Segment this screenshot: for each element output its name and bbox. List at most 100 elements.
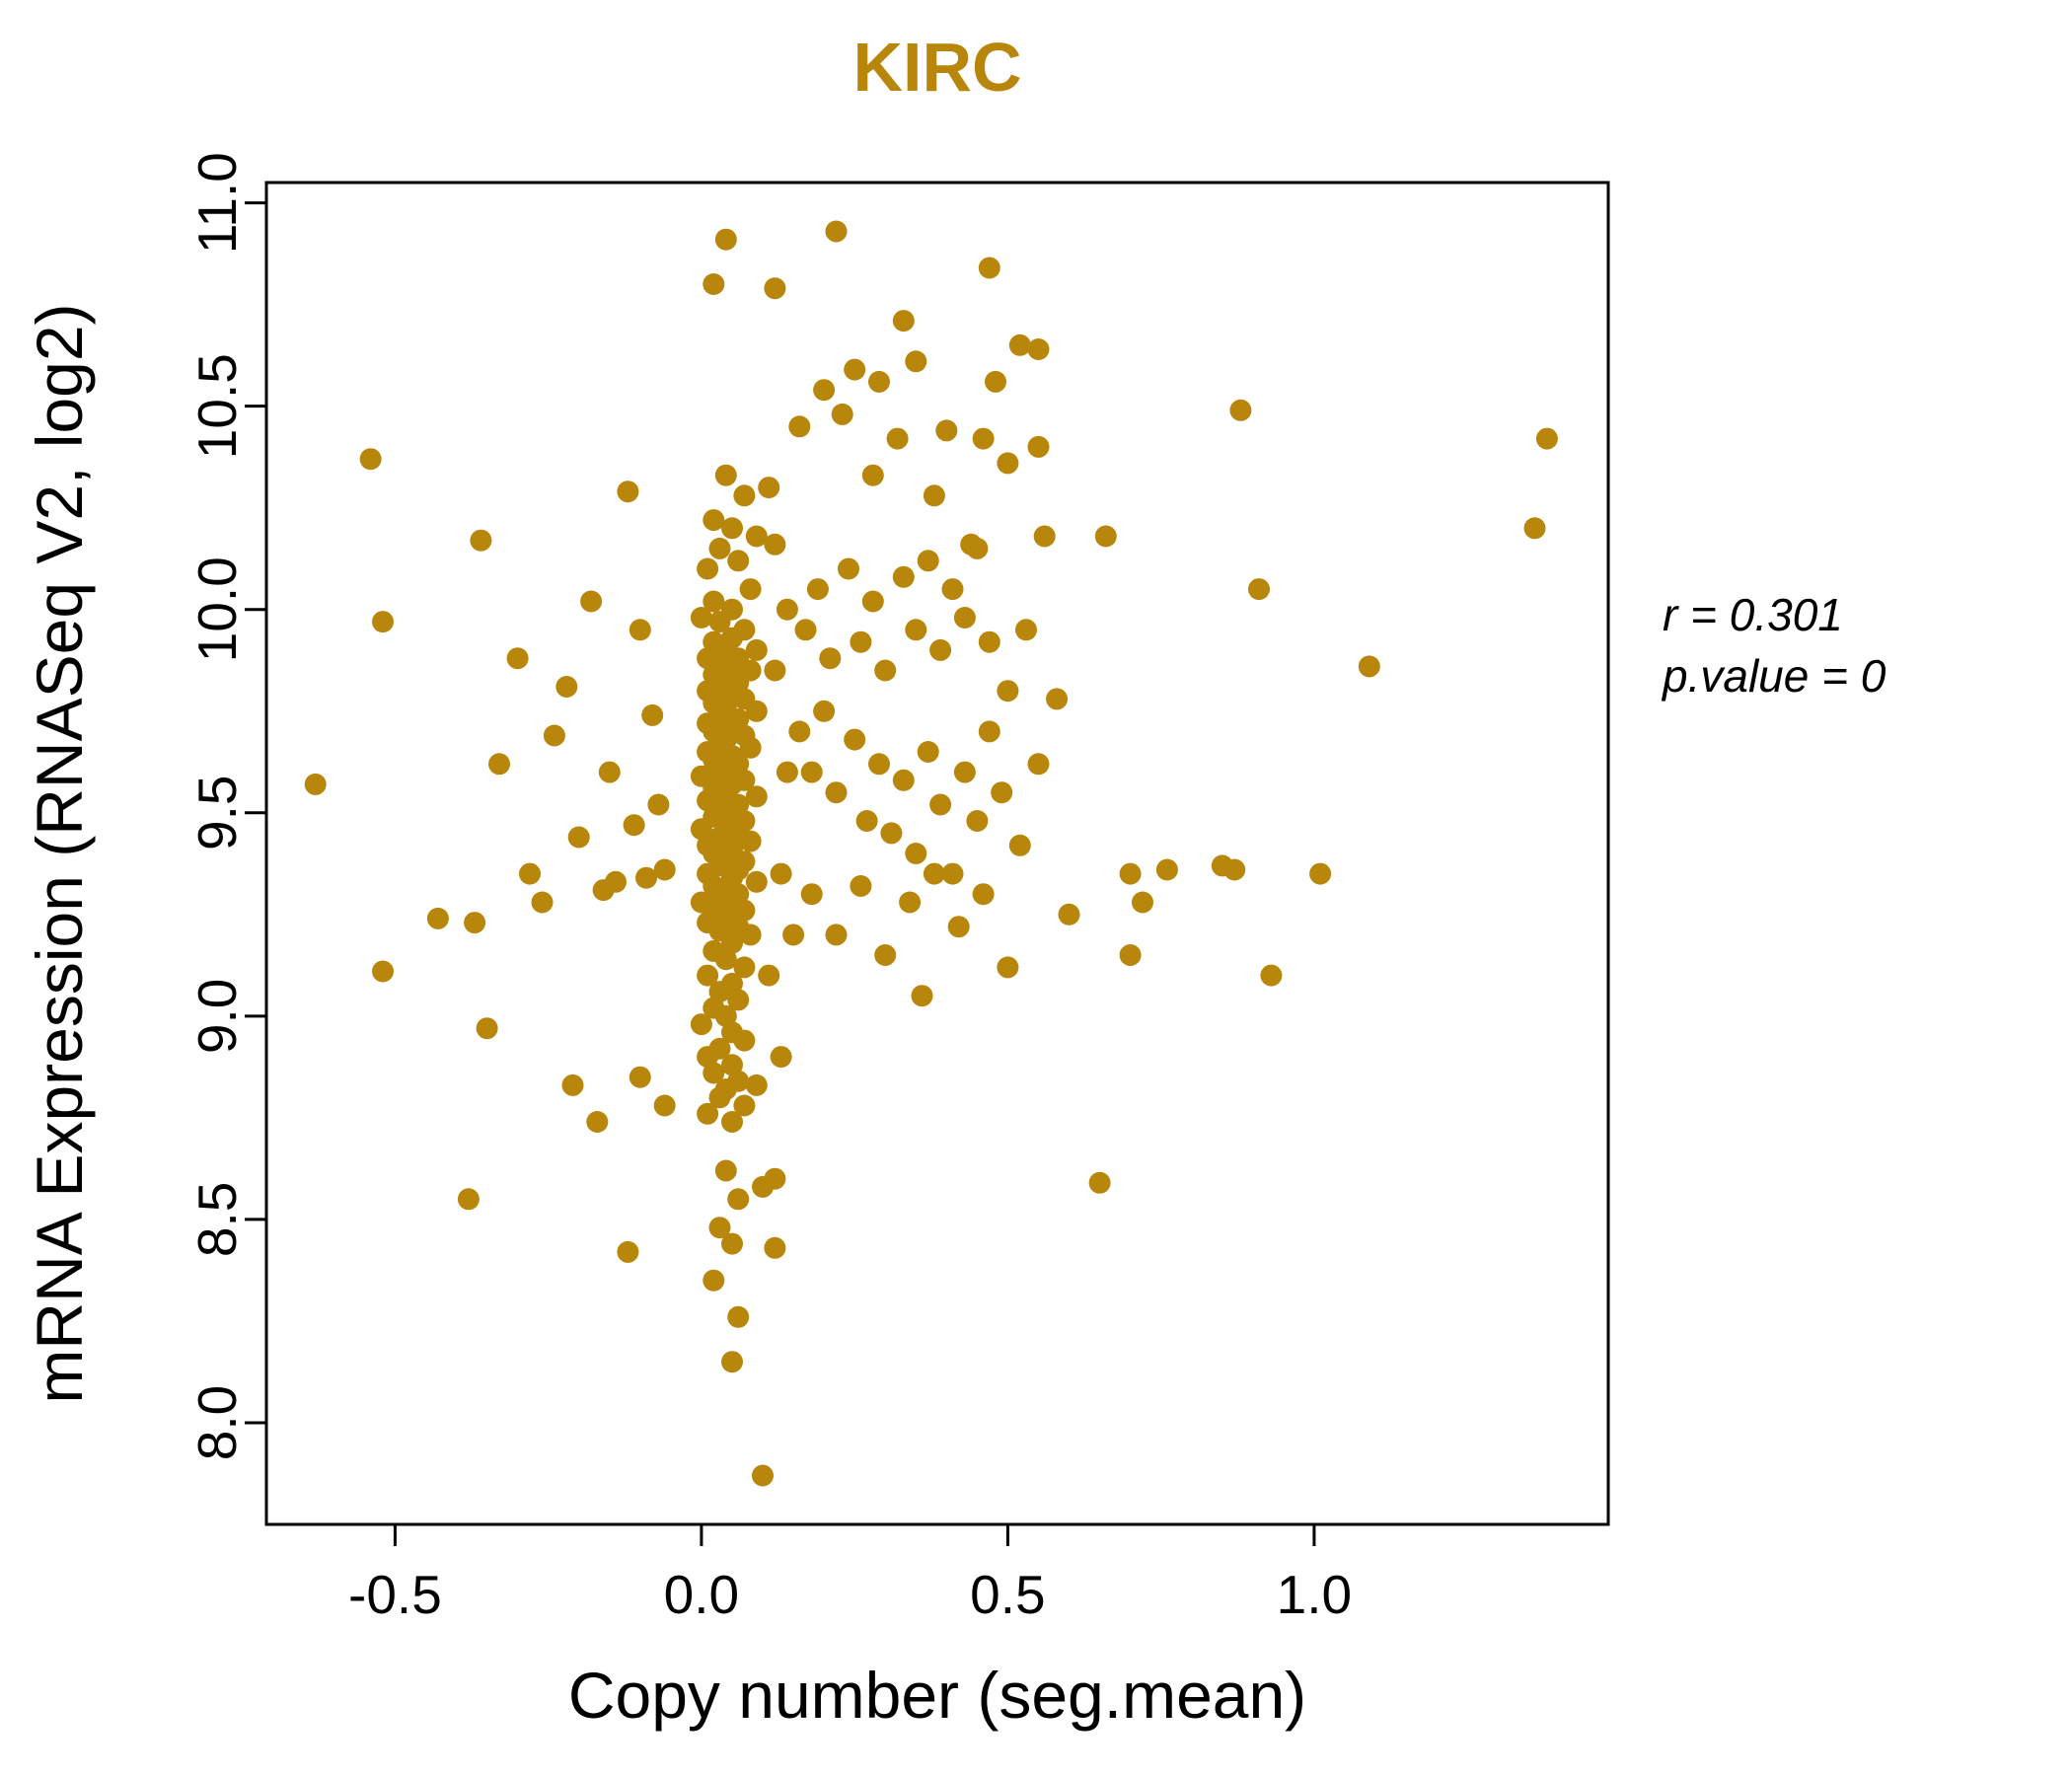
data-point (782, 924, 805, 946)
y-tick-label: 8.0 (186, 1385, 248, 1460)
data-point (1523, 517, 1546, 540)
data-point (770, 1046, 792, 1069)
data-point (874, 944, 897, 966)
data-point (905, 843, 927, 864)
data-point (758, 964, 780, 987)
data-point (764, 533, 786, 555)
data-point (1119, 944, 1142, 966)
data-point (997, 680, 1019, 703)
data-point (935, 419, 958, 442)
data-point (825, 781, 848, 804)
data-point (758, 477, 780, 499)
data-point (929, 793, 952, 816)
data-point (506, 647, 529, 670)
data-point (703, 273, 725, 295)
data-point (874, 659, 897, 682)
data-point (788, 415, 811, 438)
data-point (1358, 655, 1380, 678)
data-point (923, 484, 945, 507)
data-point (966, 810, 989, 832)
data-point (947, 916, 970, 938)
data-point (708, 1086, 731, 1109)
data-point (892, 310, 915, 333)
data-point (690, 607, 712, 629)
data-point (727, 1305, 750, 1328)
data-point (690, 1013, 712, 1036)
data-point (850, 875, 872, 897)
data-point (941, 578, 964, 601)
data-point (972, 427, 995, 450)
data-point (733, 899, 756, 922)
data-point (629, 1066, 651, 1088)
data-point (1248, 578, 1270, 601)
plot-title: KIRC (852, 29, 1022, 106)
data-point (653, 858, 676, 881)
data-point (1046, 688, 1069, 710)
data-point (966, 537, 989, 559)
data-point (978, 630, 1000, 653)
data-point (806, 578, 829, 601)
data-point (861, 590, 884, 613)
data-point (978, 257, 1000, 279)
data-point (703, 1269, 725, 1292)
x-tick-label: 0.5 (970, 1564, 1045, 1625)
data-point (800, 761, 823, 783)
p-value-text: p.value = 0 (1663, 650, 1887, 702)
data-point (519, 862, 541, 885)
data-point (733, 956, 756, 979)
data-point (1094, 525, 1117, 548)
data-point (721, 1232, 743, 1255)
x-tick-label: -0.5 (348, 1564, 442, 1625)
data-point (1229, 399, 1252, 421)
data-point (561, 1073, 584, 1096)
data-point (886, 427, 909, 450)
y-tick-label: 9.0 (186, 979, 248, 1054)
data-point (739, 830, 762, 852)
data-point (617, 481, 639, 503)
data-point (470, 529, 492, 552)
data-point (819, 647, 842, 670)
data-point (733, 1094, 756, 1117)
correlation-annotation: r = 0.301 p.value = 0 (1663, 584, 1886, 706)
x-tick-label: 0.0 (664, 1564, 739, 1625)
data-point (703, 509, 725, 532)
data-point (727, 550, 750, 572)
data-point (703, 1062, 725, 1084)
data-point (647, 793, 670, 816)
data-point (721, 517, 743, 540)
data-point (598, 761, 621, 783)
data-point (697, 964, 719, 987)
data-point (745, 1073, 768, 1096)
data-point (880, 822, 903, 845)
y-tick-label: 11.0 (186, 152, 248, 254)
data-point (372, 611, 394, 633)
data-point (838, 557, 859, 580)
data-point (635, 866, 657, 889)
data-point (752, 1464, 774, 1487)
data-point (727, 989, 750, 1011)
data-point (690, 818, 712, 841)
data-point (764, 659, 786, 682)
data-point (1015, 619, 1037, 641)
y-tick-label: 9.5 (186, 776, 248, 851)
data-point (911, 985, 933, 1007)
data-point (1088, 1171, 1111, 1194)
data-point (868, 753, 890, 776)
data-point (776, 761, 798, 783)
plot-border (264, 181, 1610, 1526)
data-point (813, 379, 836, 402)
data-point (764, 277, 786, 300)
data-point (727, 1188, 750, 1211)
data-point (531, 891, 554, 914)
data-point (972, 883, 995, 906)
data-point (629, 619, 651, 641)
data-point (697, 1102, 719, 1125)
data-point (745, 785, 768, 808)
data-point (899, 891, 922, 914)
data-point (555, 676, 578, 698)
data-point (372, 960, 394, 983)
data-point (953, 761, 976, 783)
data-point (745, 525, 768, 548)
